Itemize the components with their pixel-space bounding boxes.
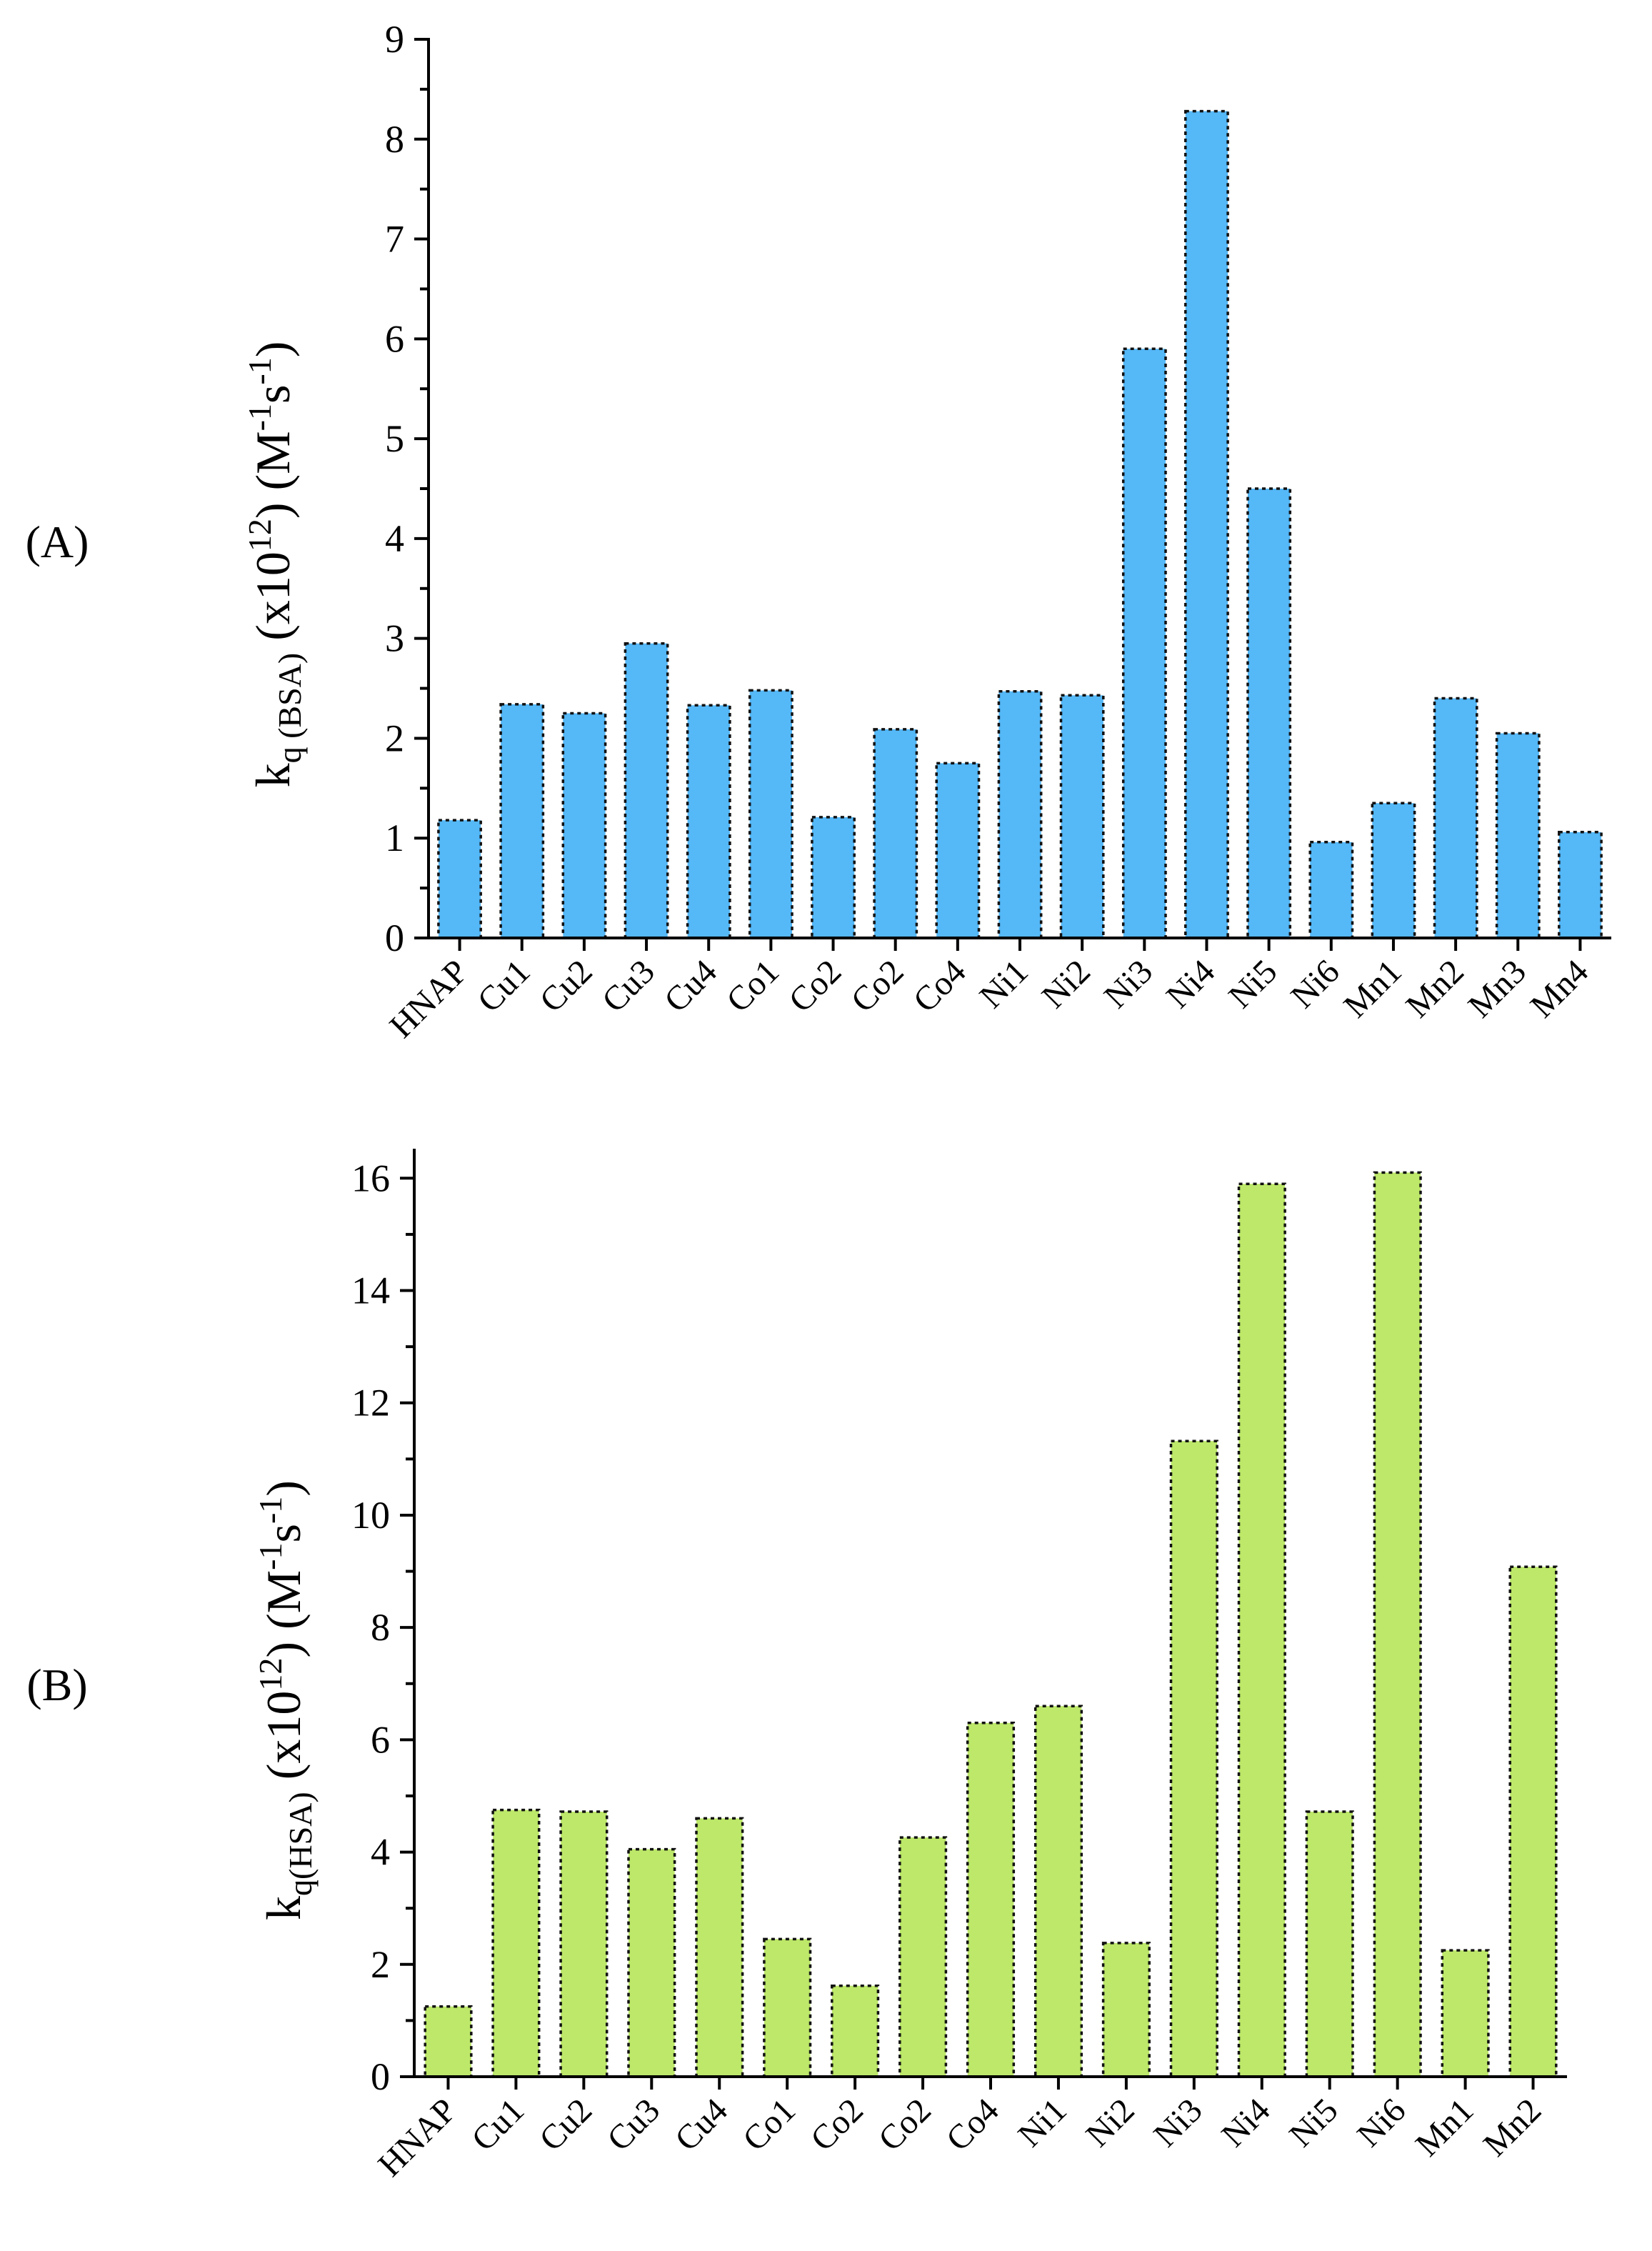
x-tick-label: Mn1 [1408,2091,1481,2164]
bar-co4 [935,762,981,939]
x-tick-label: Co2 [843,952,911,1019]
x-tick-label: HNAP [382,952,475,1045]
x-tick-label: Mn3 [1461,952,1533,1025]
y-tick-label: 0 [385,917,404,959]
bar-cu1 [499,703,545,939]
bar-mn1 [1441,1949,1490,2078]
x-tick-label: Ni6 [1283,952,1346,1015]
x-tick-label: Ni3 [1097,952,1160,1015]
y-tick-label: 4 [371,1831,390,1874]
x-tick-label: Ni1 [972,952,1035,1015]
bar-co2 [831,1984,880,2078]
x-tick-label: Co1 [736,2091,803,2158]
bar-co1 [763,1937,812,2078]
bar-co4 [966,1722,1016,2078]
bar-cu4 [686,704,731,939]
bar-hnap [424,2005,473,2078]
y-tick-label: 14 [351,1269,390,1312]
x-tick-label: Cu2 [533,952,600,1019]
panel-label-a: (A) [26,516,89,567]
bar-mn2 [1508,1565,1558,2078]
x-tick-label: Ni2 [1078,2091,1141,2154]
x-tick-label: Cu4 [668,2091,735,2158]
y-tick-label: 1 [385,817,404,859]
bar-ni3 [1121,347,1167,939]
y-tick-label: 12 [351,1382,390,1424]
x-tick-label: Mn2 [1476,2091,1549,2164]
x-tick-label: Co2 [804,2091,871,2158]
x-tick-label: Ni4 [1159,952,1222,1015]
bar-ni5 [1305,1810,1354,2078]
x-tick-label: Mn4 [1523,952,1596,1025]
bar-cu2 [559,1810,609,2078]
y-axis-title-b: kq(HSA) (x1012) (M-1s-1) [252,1480,319,1920]
x-tick-label: Co4 [939,2091,1006,2158]
bar-cu1 [491,1808,541,2078]
x-tick-label: Cu4 [657,952,724,1019]
bar-co2 [873,728,918,939]
bar-mn2 [1433,697,1478,939]
x-tick-label: Co4 [906,952,973,1019]
chart-panel-a: (A) kq (BSA) (x1012) (M-1s-1) HNAPCu1Cu2… [26,18,1611,1045]
y-tick-label: 5 [385,417,404,460]
x-tick-label: Mn2 [1398,952,1471,1025]
x-tick-label: Ni4 [1214,2091,1277,2154]
bar-ni4 [1184,109,1229,939]
x-tick-label: Ni6 [1350,2091,1413,2154]
x-tick-label: Ni5 [1221,952,1284,1015]
y-tick-label: 8 [371,1606,390,1649]
y-tick-label: 2 [371,1943,390,1986]
bar-mn1 [1371,802,1416,939]
chart-panel-b: (B) kq(HSA) (x1012) (M-1s-1) HNAP Cu1 Cu2 C… [26,1149,1567,2184]
bar-ni4 [1237,1182,1286,2078]
bar-co2 [811,816,856,939]
y-tick-label: 8 [385,118,404,161]
bar-cu3 [627,1847,676,2078]
bar-co1 [748,689,794,939]
bar-ni2 [1101,1942,1151,2078]
x-tick-label: Ni5 [1282,2091,1345,2154]
y-tick-label: 10 [351,1494,390,1537]
x-tick-label: Co2 [871,2091,938,2158]
x-tick-label: Co1 [719,952,786,1019]
bar-co2 [898,1836,948,2078]
x-tick-label: Cu3 [600,2091,667,2158]
y-tick-label: 7 [385,218,404,261]
bar-ni5 [1246,487,1292,939]
bar-cu2 [561,712,607,939]
x-tick-label: Ni2 [1035,952,1098,1015]
x-tick-label: Cu3 [595,952,662,1019]
y-tick-label: 16 [351,1157,390,1199]
x-tick-label: Co2 [781,952,848,1019]
bar-ni3 [1169,1439,1218,2078]
y-tick-label: 6 [385,317,404,360]
bar-hnap [437,819,482,939]
x-tick-label: Cu1 [464,2091,531,2158]
bar-cu4 [695,1817,744,2078]
y-tick-label: 4 [385,517,404,560]
y-tick-label: 3 [385,617,404,660]
y-tick-label: 9 [385,18,404,61]
bar-ni1 [1033,1705,1083,2078]
bar-ni1 [997,689,1043,939]
x-tick-label: Mn1 [1336,952,1409,1025]
x-tick-label: Ni1 [1011,2091,1073,2154]
bar-mn4 [1558,831,1603,939]
x-tick-label: Ni3 [1146,2091,1209,2154]
bar-mn3 [1495,732,1541,939]
y-tick-label: 2 [385,717,404,759]
bar-ni6 [1373,1171,1422,2078]
x-tick-label: HNAP [371,2091,464,2184]
x-tick-label: Cu2 [532,2091,599,2158]
panel-label-b: (B) [26,1659,87,1710]
bar-ni6 [1308,841,1354,939]
bar-cu3 [624,642,669,939]
y-axis-title-a: kq (BSA) (x1012) (M-1s-1) [241,341,308,788]
y-tick-label: 6 [371,1718,390,1761]
bar-ni2 [1059,694,1105,939]
x-tick-label: Cu1 [470,952,537,1019]
y-tick-label: 0 [371,2055,390,2098]
